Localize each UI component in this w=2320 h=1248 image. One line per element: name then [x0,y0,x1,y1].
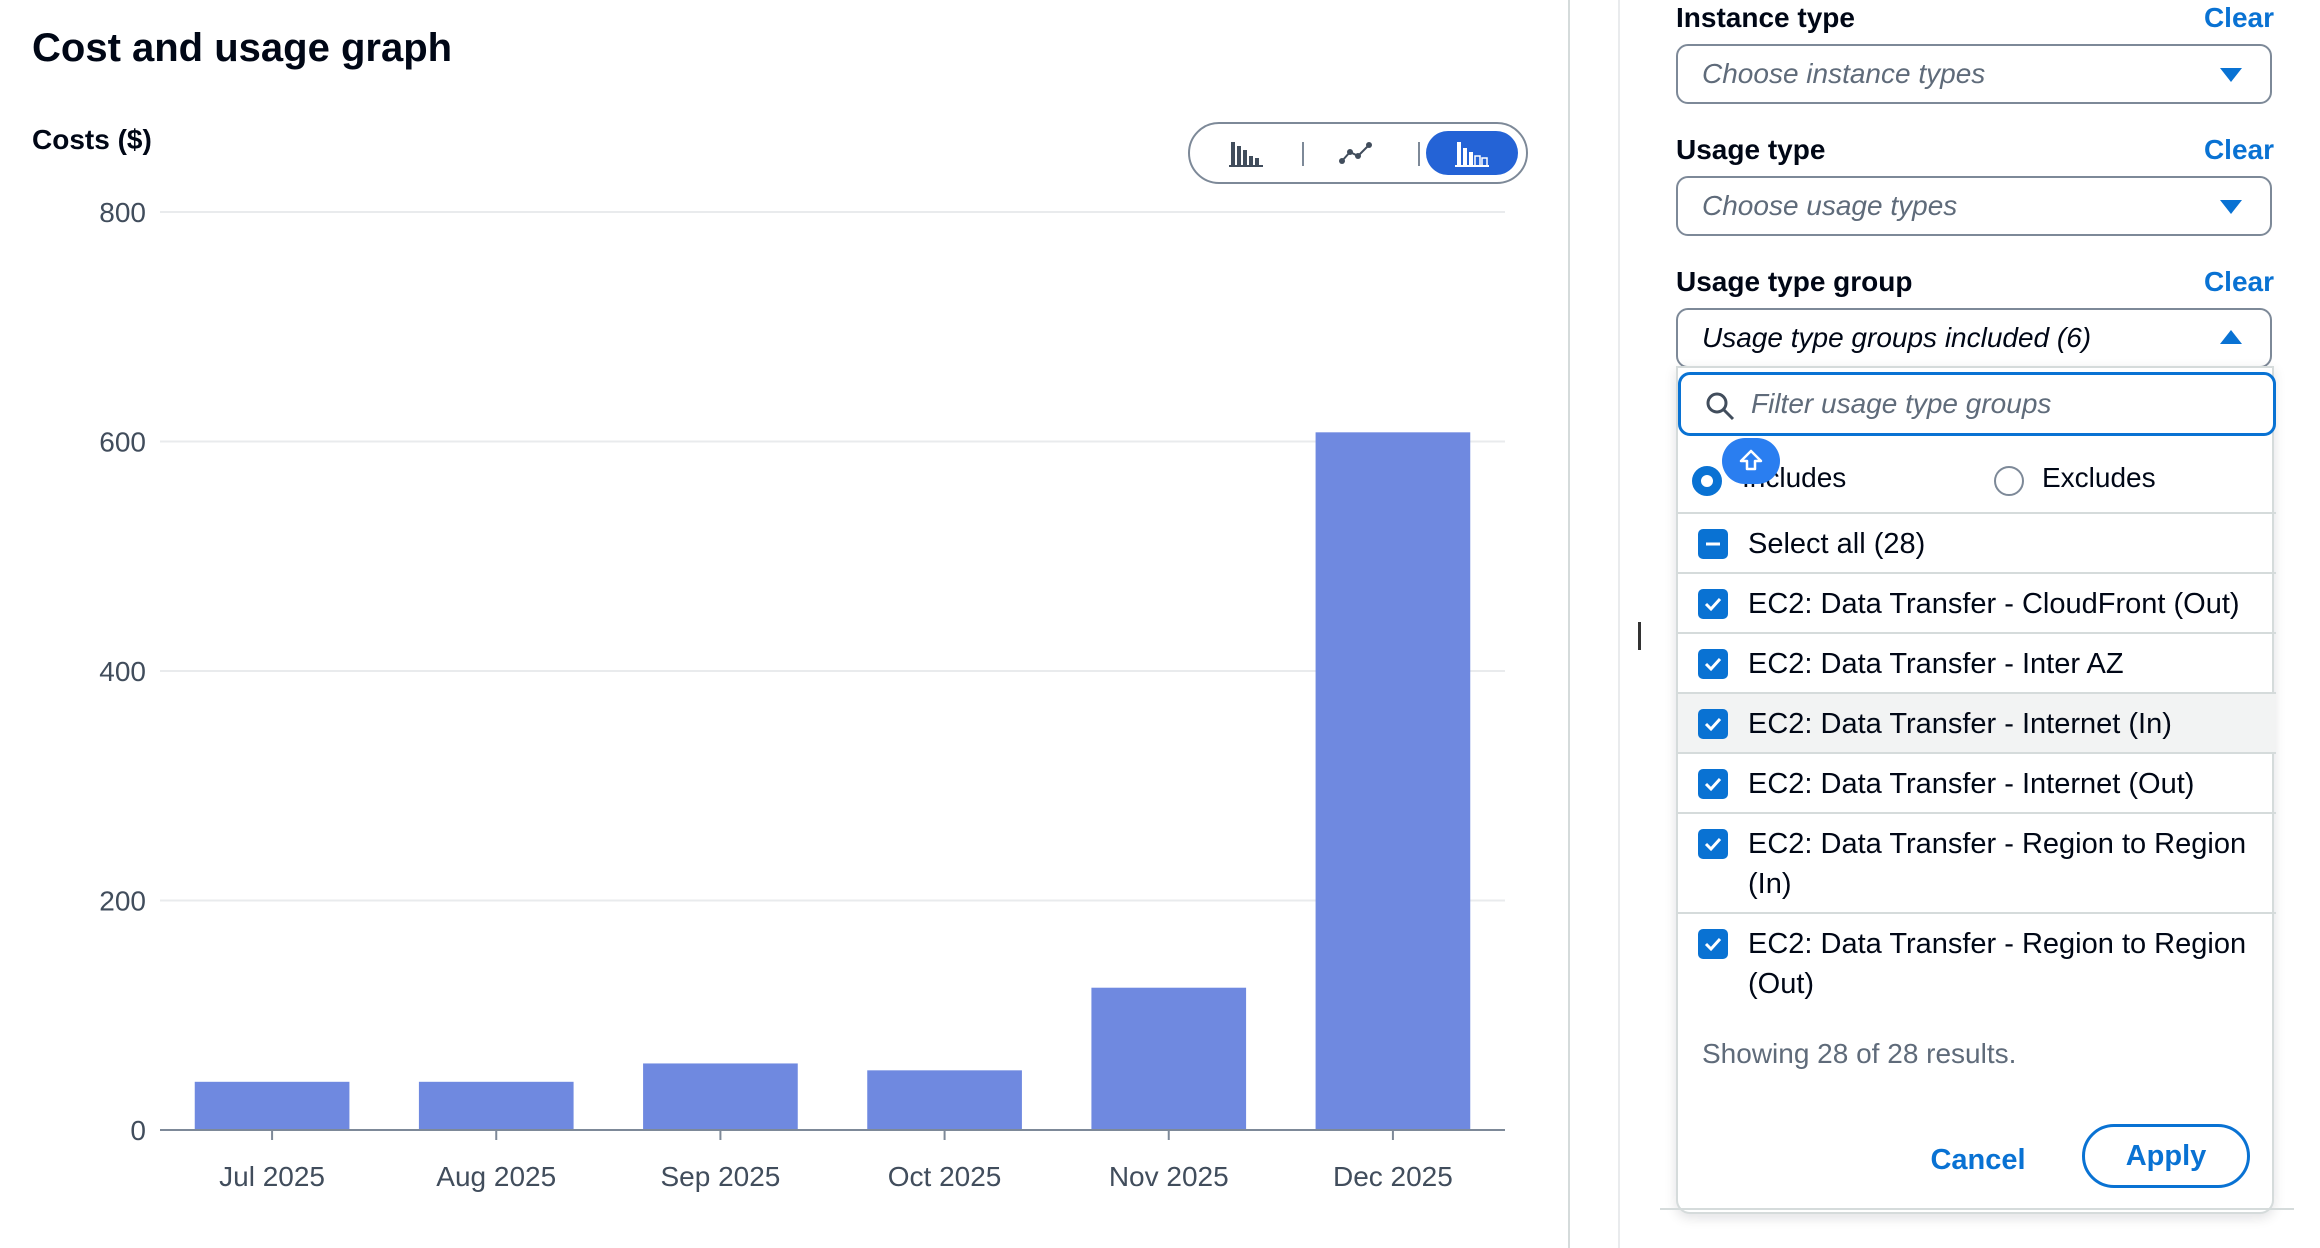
checkbox-checked[interactable] [1698,589,1728,619]
list-item[interactable]: EC2: Data Transfer - Internet (Out) [1678,752,2276,812]
section-divider [1660,1208,2294,1210]
checkbox-checked[interactable] [1698,649,1728,679]
instance-type-select[interactable]: Choose instance types [1676,44,2272,104]
keyboard-shortcut-badge [1722,438,1780,484]
y-tick-label: 0 [130,1115,146,1146]
excludes-radio[interactable] [1994,466,2024,496]
usage-type-group-options: Select all (28) EC2: Data Transfer - Clo… [1678,512,2276,1012]
usage-type-group-select[interactable]: Usage type groups included (6) [1676,308,2272,368]
line-chart-icon [1339,142,1372,164]
stacked-bar-chart-button[interactable] [1426,131,1518,175]
instance-type-clear-link[interactable]: Clear [2203,2,2274,33]
bar [1315,432,1471,1130]
option-label: EC2: Data Transfer - Inter AZ [1748,648,2124,680]
chart-type-toggle [1188,122,1528,184]
include-exclude-toggle: Includes Excludes [1678,438,2276,514]
cost-bar-chart: 0 200 400 600 800 Jul 2025 Aug 2025 Sep 2025 Oct… [99,197,1505,1192]
list-item[interactable]: EC2: Data Transfer - Internet (In) [1678,692,2276,752]
list-item[interactable]: EC2: Data Transfer - Inter AZ [1678,632,2276,692]
x-tick-label: Jul 2025 [219,1161,325,1192]
check-icon [1704,777,1722,792]
check-icon [1704,937,1722,952]
option-label: EC2: Data Transfer - Region to Region (O… [1748,928,2247,1000]
caret-up-icon [2220,330,2242,344]
filter-placeholder: Filter usage type groups [1751,388,2052,419]
x-tick-label: Dec 2025 [1333,1161,1453,1192]
list-item[interactable]: EC2: Data Transfer - Region to Region (O… [1678,912,2276,1012]
y-tick-label: 600 [99,427,146,458]
option-label: EC2: Data Transfer - Internet (In) [1748,708,2172,740]
caret-down-icon [2220,68,2242,82]
check-icon [1704,657,1722,672]
bar [867,1070,1022,1130]
y-tick-label: 800 [99,197,146,228]
toggle-divider [1418,142,1420,166]
indeterminate-checkbox[interactable] [1698,529,1728,559]
usage-type-group-clear-link[interactable]: Clear [2203,266,2274,297]
select-all-label: Select all (28) [1748,528,1926,560]
bar [418,1081,574,1130]
check-icon [1704,717,1722,732]
instance-type-placeholder: Choose instance types [1702,58,1986,89]
panel-divider [1618,0,1620,1248]
graph-title: Cost and usage graph [32,26,453,70]
x-tick-label: Aug 2025 [436,1161,556,1192]
usage-type-clear-link[interactable]: Clear [2203,134,2274,165]
checkbox-checked[interactable] [1698,769,1728,799]
list-item[interactable]: EC2: Data Transfer - CloudFront (Out) [1678,572,2276,632]
x-tick-label: Sep 2025 [660,1161,780,1192]
checkbox-checked[interactable] [1698,709,1728,739]
instance-type-label: Instance type [1676,2,1855,33]
option-label: EC2: Data Transfer - Internet (Out) [1748,768,2195,800]
results-count: Showing 28 of 28 results. [1702,1038,2017,1069]
usage-type-select[interactable]: Choose usage types [1676,176,2272,236]
filter-usage-type-groups-input[interactable]: Filter usage type groups [1678,372,2276,436]
bar-chart-button[interactable] [1200,131,1292,175]
minus-icon [1706,542,1720,546]
usage-type-placeholder: Choose usage types [1702,190,1958,221]
y-tick-label: 400 [99,656,146,687]
usage-type-label: Usage type [1676,134,1826,165]
check-icon [1704,597,1722,612]
line-chart-button[interactable] [1310,131,1402,175]
check-icon [1704,837,1722,852]
bar [643,1063,798,1130]
usage-type-group-value: Usage type groups included (6) [1702,322,2092,353]
option-label: EC2: Data Transfer - Region to Region (I… [1748,828,2247,900]
shift-arrow-icon [1739,449,1763,471]
search-icon [1706,392,1735,421]
usage-type-group-label: Usage type group [1676,266,1913,297]
x-tick-label: Nov 2025 [1109,1161,1229,1192]
list-item[interactable]: EC2: Data Transfer - Region to Region (I… [1678,812,2276,912]
checkbox-checked[interactable] [1698,829,1728,859]
bar-chart-icon [1229,142,1263,167]
apply-button[interactable]: Apply [2082,1124,2250,1188]
option-label: EC2: Data Transfer - CloudFront (Out) [1748,588,2240,620]
y-tick-label: 200 [99,886,146,917]
text-cursor [1638,622,1641,650]
toggle-divider [1302,142,1304,166]
excludes-label: Excludes [2042,462,2156,493]
cost-usage-graph-panel [0,0,1570,1248]
select-all-option[interactable]: Select all (28) [1678,512,2276,572]
usage-type-group-dropdown: Filter usage type groups Includes Exclud… [1676,366,2276,1214]
y-axis-title: Costs ($) [32,124,152,155]
bar [1091,987,1247,1130]
stacked-bar-chart-icon [1455,142,1489,167]
bar [194,1081,350,1130]
checkbox-checked[interactable] [1698,929,1728,959]
includes-radio[interactable] [1692,466,1722,496]
caret-down-icon [2220,200,2242,214]
cancel-button[interactable]: Cancel [1930,1143,2026,1176]
x-tick-label: Oct 2025 [888,1161,1002,1192]
